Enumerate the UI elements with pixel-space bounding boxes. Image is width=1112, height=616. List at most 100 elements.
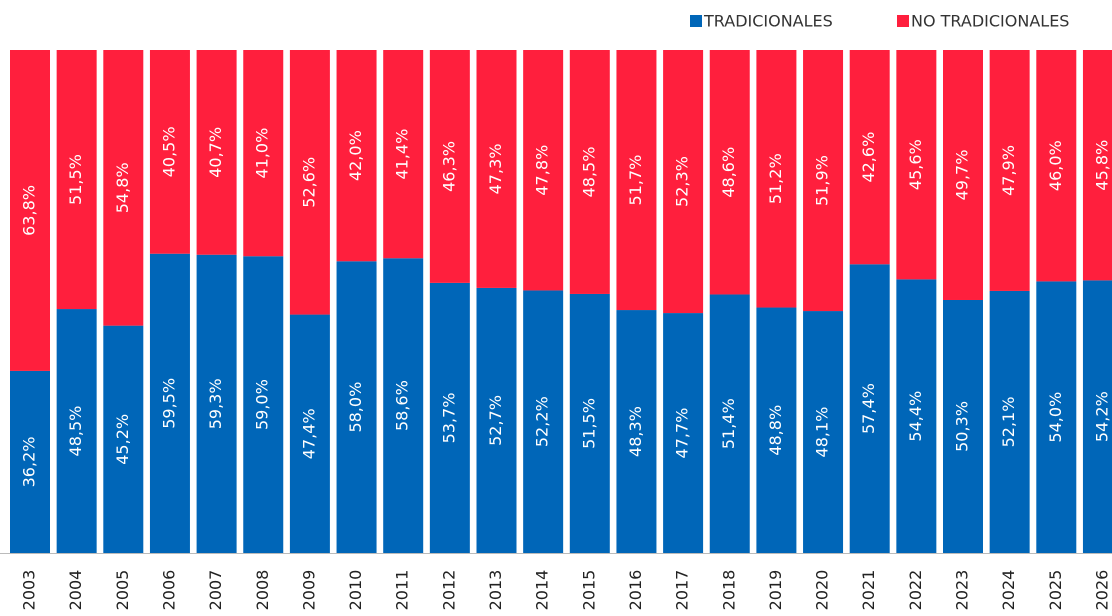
bar-segment xyxy=(616,50,657,311)
data-label: 51,9% xyxy=(813,155,832,206)
x-tick-label: 2004 xyxy=(66,570,85,611)
data-label: 48,1% xyxy=(813,407,832,458)
bar-segment xyxy=(1036,50,1077,282)
x-tick-label: 2005 xyxy=(113,570,132,611)
legend-swatch xyxy=(897,15,909,27)
data-label: 58,0% xyxy=(346,382,365,433)
bar-segment xyxy=(803,50,844,312)
legend-swatch xyxy=(690,15,702,27)
data-label: 41,0% xyxy=(253,128,272,179)
x-tick-label: 2011 xyxy=(393,570,412,611)
x-tick-label: 2017 xyxy=(673,570,692,611)
bar-segment xyxy=(523,50,564,291)
data-label: 51,7% xyxy=(626,155,645,206)
bar-segment xyxy=(616,310,657,553)
data-label: 57,4% xyxy=(859,383,878,434)
data-label: 42,0% xyxy=(346,130,365,181)
bar-segment xyxy=(849,50,890,265)
x-tick-label: 2024 xyxy=(999,570,1018,611)
bar-segment xyxy=(569,50,610,294)
data-label: 59,0% xyxy=(253,379,272,430)
bar-segment xyxy=(336,50,377,262)
bar-segment xyxy=(569,293,610,553)
bar-segment xyxy=(803,311,844,553)
bar-segment xyxy=(149,50,190,254)
data-label: 45,2% xyxy=(113,414,132,465)
data-label: 52,7% xyxy=(486,395,505,446)
x-tick-label: 2008 xyxy=(253,570,272,611)
x-tick-label: 2009 xyxy=(299,570,318,611)
bar-segment xyxy=(1082,280,1112,553)
data-label: 59,3% xyxy=(206,378,225,429)
data-label: 45,6% xyxy=(906,139,925,190)
data-label: 47,9% xyxy=(999,145,1018,196)
bar-segment xyxy=(756,50,797,308)
data-label: 42,6% xyxy=(859,132,878,183)
x-tick-label: 2021 xyxy=(859,570,878,611)
data-label: 54,0% xyxy=(1046,392,1065,443)
x-tick-label: 2016 xyxy=(626,570,645,611)
data-label: 51,4% xyxy=(719,398,738,449)
bar-segment xyxy=(709,294,750,553)
data-label: 52,3% xyxy=(673,156,692,207)
data-label: 53,7% xyxy=(439,393,458,444)
bar-segment xyxy=(663,313,704,553)
data-label: 47,3% xyxy=(486,144,505,195)
bar-segment xyxy=(103,325,144,553)
data-label: 48,8% xyxy=(766,405,785,456)
x-tick-label: 2012 xyxy=(439,570,458,611)
bar-segment xyxy=(149,253,190,553)
bar-segment xyxy=(709,50,750,295)
bar-segment xyxy=(429,282,470,553)
data-label: 52,1% xyxy=(999,397,1018,448)
legend-label: NO TRADICIONALES xyxy=(911,12,1069,31)
bar-segment xyxy=(10,50,50,371)
bar-segment xyxy=(896,279,937,553)
x-tick-label: 2023 xyxy=(953,570,972,611)
bar-segment xyxy=(943,50,983,300)
bar-segment xyxy=(383,50,424,259)
x-tick-label: 2014 xyxy=(533,570,552,611)
data-label: 41,4% xyxy=(393,129,412,180)
x-tick-label: 2006 xyxy=(159,570,178,611)
data-label: 40,7% xyxy=(206,127,225,178)
bar-segment xyxy=(336,261,377,553)
x-tick-label: 2018 xyxy=(719,570,738,611)
data-label: 58,6% xyxy=(393,380,412,431)
data-label: 40,5% xyxy=(159,126,178,177)
bar-segment xyxy=(243,256,284,553)
x-tick-label: 2019 xyxy=(766,570,785,611)
bar-segment xyxy=(243,50,284,257)
bar-segment xyxy=(196,50,237,255)
data-label: 54,2% xyxy=(1092,391,1111,442)
bar-segment xyxy=(10,370,50,553)
bar-segment xyxy=(289,314,330,553)
data-label: 50,3% xyxy=(953,401,972,452)
data-label: 48,6% xyxy=(719,147,738,198)
data-label: 36,2% xyxy=(20,437,39,488)
bar-segment xyxy=(523,290,564,553)
bar-segment xyxy=(476,50,517,288)
data-label: 54,4% xyxy=(906,391,925,442)
data-label: 45,8% xyxy=(1092,140,1111,191)
bar-segment xyxy=(56,309,97,553)
data-label: 47,7% xyxy=(673,408,692,459)
data-label: 52,6% xyxy=(299,157,318,208)
bar-segment xyxy=(429,50,470,283)
x-tick-label: 2022 xyxy=(906,570,925,611)
data-label: 63,8% xyxy=(20,185,39,236)
bar-segment xyxy=(989,50,1030,291)
data-label: 46,0% xyxy=(1046,140,1065,191)
data-label: 47,8% xyxy=(533,145,552,196)
x-tick-label: 2007 xyxy=(206,570,225,611)
bar-segment xyxy=(196,254,237,553)
bar-segment xyxy=(989,290,1030,553)
bar-segment xyxy=(1036,281,1077,553)
bar-segment xyxy=(1082,50,1112,281)
bar-segment xyxy=(943,299,983,553)
data-label: 48,5% xyxy=(66,406,85,457)
bar-segment xyxy=(756,307,797,553)
bar-segment xyxy=(103,50,144,326)
data-label: 51,2% xyxy=(766,153,785,204)
